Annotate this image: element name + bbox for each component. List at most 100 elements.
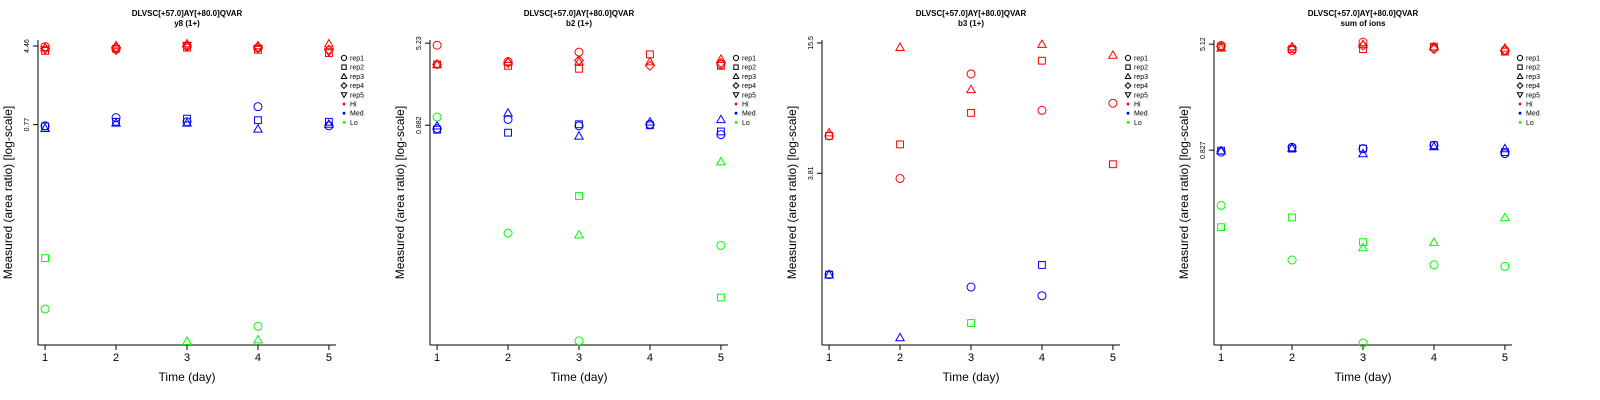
data-point-lo-rep1 xyxy=(503,228,513,238)
data-point-hi-rep3 xyxy=(323,38,334,48)
data-point-lo-rep1 xyxy=(40,304,50,314)
legend-marker xyxy=(732,54,740,62)
data-point-hi-rep3 xyxy=(1036,38,1048,48)
x-axis-label: Time (day) xyxy=(159,370,216,384)
x-tick-label: 3 xyxy=(576,352,582,364)
data-point-hi-rep1 xyxy=(1500,45,1510,55)
legend-marker xyxy=(1516,92,1524,99)
legend-entry: rep3 xyxy=(350,74,364,81)
legend-marker xyxy=(1126,102,1130,106)
x-axis-label: Time (day) xyxy=(943,370,1000,384)
data-point-med-rep3 xyxy=(1216,145,1227,155)
data-point-lo-rep1 xyxy=(1500,261,1510,271)
data-point-med-rep3 xyxy=(181,117,193,127)
legend-marker xyxy=(1518,111,1522,115)
data-point-lo-rep3 xyxy=(181,335,193,345)
legend-entry: rep3 xyxy=(1134,74,1148,81)
data-point-med-rep1 xyxy=(574,121,584,131)
chart-title: DLVSC[+57.0]AY[+80.0]QVAR xyxy=(132,9,243,18)
legend-marker xyxy=(1516,72,1524,79)
x-tick-label: 2 xyxy=(897,352,903,364)
legend-entry: Lo xyxy=(742,120,750,127)
data-point-hi-rep4 xyxy=(1286,42,1298,54)
data-point-med-rep2 xyxy=(1038,261,1046,269)
y-tick-label: 5.23 xyxy=(416,36,423,50)
legend-entry: Lo xyxy=(1134,120,1142,127)
data-point-lo-rep3 xyxy=(715,156,726,166)
data-point-med-rep3 xyxy=(1357,148,1369,158)
data-point-hi-rep2 xyxy=(575,64,583,73)
data-point-med-rep3 xyxy=(573,130,585,140)
y-tick-label: 4.46 xyxy=(24,39,31,53)
data-point-med-rep3 xyxy=(252,123,264,133)
data-point-med-rep1 xyxy=(324,121,334,131)
legend-marker xyxy=(734,121,738,124)
x-tick-label: 4 xyxy=(1431,352,1437,364)
legend-entry: Med xyxy=(350,111,364,118)
legend-marker xyxy=(1517,64,1523,70)
data-point-hi-rep3 xyxy=(181,38,193,48)
data-point-lo-rep1 xyxy=(1216,200,1226,210)
data-point-med-rep1 xyxy=(1358,144,1368,154)
data-point-hi-rep3 xyxy=(894,42,906,51)
data-point-hi-rep1 xyxy=(1429,43,1439,53)
data-point-med-rep3 xyxy=(894,332,906,342)
legend-marker xyxy=(1518,121,1522,124)
data-point-med-rep3 xyxy=(1499,143,1510,153)
data-point-med-rep3 xyxy=(644,116,656,126)
legend-entry: Med xyxy=(1526,111,1540,118)
data-point-lo-rep3 xyxy=(1499,212,1510,222)
legend-entry: rep4 xyxy=(1526,83,1540,90)
data-point-med-rep2 xyxy=(717,127,725,136)
legend-marker xyxy=(340,72,348,79)
legend-entry: Med xyxy=(742,111,756,118)
legend-marker xyxy=(342,102,346,106)
legend-entry: rep2 xyxy=(1526,65,1540,72)
data-point-hi-rep4 xyxy=(1499,45,1511,56)
x-tick-label: 5 xyxy=(1110,352,1116,364)
y-tick-label: 0.827 xyxy=(1200,141,1207,159)
data-point-hi-rep2 xyxy=(896,140,904,149)
legend-marker xyxy=(340,54,348,62)
data-point-hi-rep1 xyxy=(1216,41,1226,51)
data-point-hi-rep5 xyxy=(181,41,193,51)
data-point-med-rep2 xyxy=(41,122,49,131)
data-point-lo-rep1 xyxy=(1287,255,1297,265)
data-point-hi-rep5 xyxy=(252,44,264,54)
data-point-med-rep3 xyxy=(40,123,51,132)
data-point-lo-rep1 xyxy=(574,336,584,346)
x-tick-label: 3 xyxy=(968,352,974,364)
data-point-med-rep3 xyxy=(1428,141,1440,151)
data-point-med-rep1 xyxy=(1216,147,1226,157)
legend-entry: rep2 xyxy=(742,65,756,72)
data-point-hi-rep2 xyxy=(1109,160,1117,169)
legend-marker xyxy=(734,111,738,115)
data-point-hi-rep1 xyxy=(574,47,584,57)
data-point-med-rep3 xyxy=(502,107,514,117)
legend-entry: rep5 xyxy=(1526,92,1540,99)
data-point-med-rep1 xyxy=(111,113,121,123)
y-tick-label: 15.5 xyxy=(808,36,815,50)
x-tick-label: 4 xyxy=(255,352,261,364)
data-point-hi-rep3 xyxy=(715,53,726,63)
data-point-hi-rep3 xyxy=(824,127,835,137)
data-point-lo-rep2 xyxy=(1288,213,1296,222)
legend-entry: rep1 xyxy=(1526,56,1540,63)
legend-marker xyxy=(732,82,740,90)
x-tick-label: 5 xyxy=(1502,352,1508,364)
legend-entry: rep4 xyxy=(350,83,364,90)
data-point-lo-rep3 xyxy=(573,229,585,239)
data-point-hi-rep4 xyxy=(110,42,122,53)
y-tick-label: 0.77 xyxy=(24,118,31,132)
legend-entry: rep3 xyxy=(1526,74,1540,81)
chart-subtitle: sum of ions xyxy=(1341,19,1386,28)
data-point-hi-rep3 xyxy=(432,59,443,69)
data-point-med-rep1 xyxy=(503,114,513,124)
y-tick-label: 0.882 xyxy=(416,116,423,134)
legend-entry: Lo xyxy=(350,120,358,127)
data-point-med-rep1 xyxy=(1429,140,1439,150)
data-point-hi-rep3 xyxy=(644,56,656,66)
x-tick-label: 2 xyxy=(1289,352,1295,364)
